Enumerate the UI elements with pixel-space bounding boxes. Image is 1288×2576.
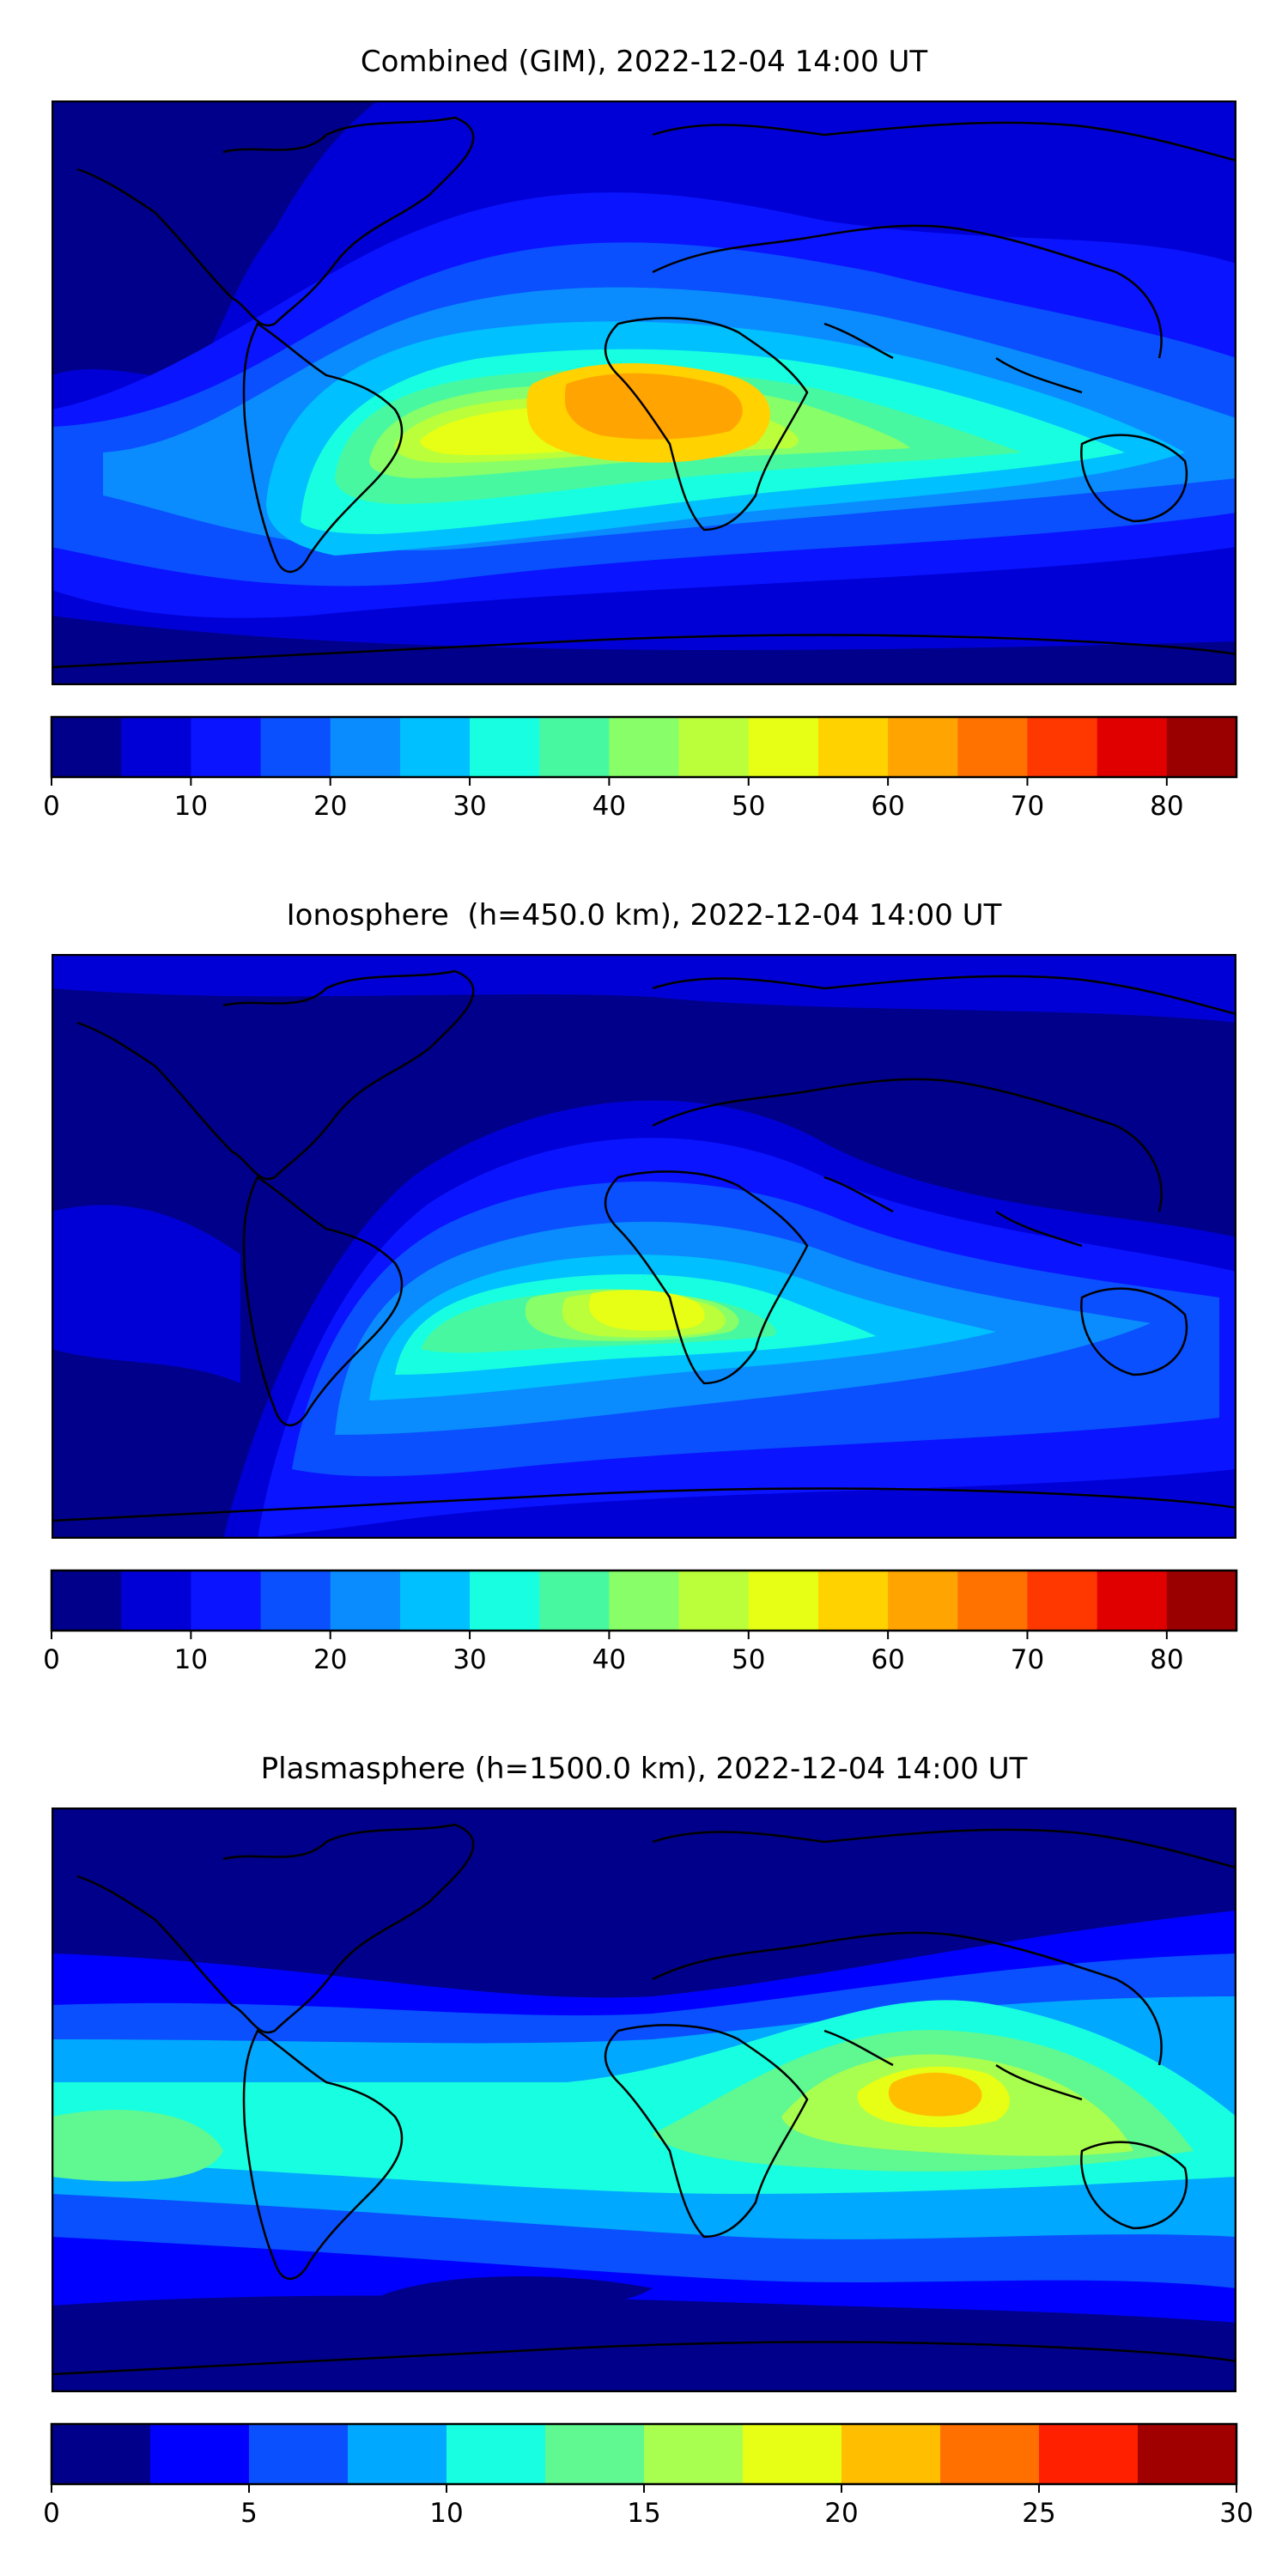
colorbar-tick-label: 20 bbox=[824, 2498, 858, 2529]
contour-level-2.5 bbox=[52, 2295, 1236, 2392]
colorbar-frame bbox=[50, 1569, 1238, 1632]
colorbar-tick-label: 30 bbox=[453, 791, 486, 822]
contour-level-60 bbox=[565, 373, 743, 440]
colorbar-tick-label: 20 bbox=[313, 1644, 347, 1675]
colorbar-segment bbox=[609, 1571, 680, 1631]
colorbar-segment bbox=[539, 717, 611, 777]
colorbar-segment bbox=[957, 1571, 1029, 1631]
colorbar-tick-label: 40 bbox=[592, 791, 626, 822]
colorbar-segment bbox=[888, 1571, 958, 1631]
panel-title: Plasmasphere (h=1500.0 km), 2022-12-04 1… bbox=[260, 1752, 1028, 1786]
colorbar-ionosphere: 0 10 20 30 40 50 60 70 80 bbox=[43, 1569, 1238, 1675]
colorbar-segment bbox=[470, 717, 540, 777]
panel-title: Combined (GIM), 2022-12-04 14:00 UT bbox=[360, 45, 928, 79]
colorbar-tick-label: 40 bbox=[592, 1644, 626, 1675]
colorbar-segment bbox=[249, 2424, 349, 2484]
colorbar-tick-label: 20 bbox=[313, 791, 347, 822]
colorbar-segment bbox=[52, 1571, 122, 1631]
colorbar-segment bbox=[1097, 1571, 1168, 1631]
contour-level-20 bbox=[888, 2072, 982, 2117]
ionosphere-map bbox=[52, 954, 1236, 1539]
map-frame bbox=[52, 954, 1236, 1539]
colorbar-tick-label: 0 bbox=[43, 2498, 60, 2529]
colorbar-tick-label: 30 bbox=[1219, 2498, 1253, 2529]
colorbar-segment bbox=[748, 1571, 819, 1631]
colorbar-segment bbox=[1138, 2424, 1237, 2484]
colorbar-segment bbox=[539, 1571, 611, 1631]
contour-level-2.5 bbox=[378, 2276, 653, 2313]
colorbar-tick-label: 60 bbox=[871, 1644, 904, 1675]
colorbar-segment bbox=[52, 2424, 151, 2484]
colorbar-combined: 0 10 20 30 40 50 60 70 80 bbox=[43, 715, 1238, 822]
colorbar-tick-label: 50 bbox=[732, 1644, 765, 1675]
colorbar-segment bbox=[150, 2424, 250, 2484]
colorbar-segment bbox=[678, 1571, 750, 1631]
colorbar-segment bbox=[888, 717, 958, 777]
colorbar-segment bbox=[52, 717, 122, 777]
colorbar-segment bbox=[260, 717, 331, 777]
combined-gim-map bbox=[52, 100, 1236, 685]
colorbar-segment bbox=[1097, 717, 1168, 777]
coastlines bbox=[52, 1823, 1236, 2376]
colorbar-tick-label: 15 bbox=[627, 2498, 660, 2529]
colorbar-plasmasphere: 0 5 10 15 20 25 30 bbox=[43, 2422, 1254, 2529]
colorbar-segment bbox=[399, 717, 471, 777]
colorbar-segment bbox=[545, 2424, 645, 2484]
colorbar-tick-label: 25 bbox=[1022, 2498, 1055, 2529]
colorbar-segment bbox=[121, 717, 191, 777]
colorbar-segment bbox=[817, 717, 889, 777]
colorbar-segment bbox=[817, 1571, 889, 1631]
colorbar-segment bbox=[330, 1571, 401, 1631]
colorbar-tick-label: 5 bbox=[240, 2498, 258, 2529]
colorbar-tick-label: 70 bbox=[1011, 1644, 1044, 1675]
colorbar-segment bbox=[260, 1571, 331, 1631]
colorbar-segment bbox=[447, 2424, 546, 2484]
colorbar-segment bbox=[678, 717, 750, 777]
coastlines bbox=[52, 116, 1236, 669]
colorbar-tick-label: 10 bbox=[174, 791, 208, 822]
colorbar-segment bbox=[1027, 717, 1098, 777]
colorbar-tick-label: 70 bbox=[1011, 791, 1044, 822]
colorbar-frame bbox=[50, 715, 1238, 779]
colorbar-segment bbox=[743, 2424, 842, 2484]
plasmasphere-map bbox=[52, 1807, 1236, 2392]
contour-level-5 bbox=[52, 100, 378, 378]
colorbar-tick-label: 0 bbox=[43, 1644, 60, 1675]
colorbar-segment bbox=[330, 717, 401, 777]
colorbar-tick-label: 10 bbox=[174, 1644, 208, 1675]
colorbar-segment bbox=[348, 2424, 447, 2484]
map-frame bbox=[52, 100, 1236, 685]
colorbar-segment bbox=[399, 1571, 471, 1631]
colorbar-segment bbox=[470, 1571, 540, 1631]
colorbar-segment bbox=[1027, 1571, 1098, 1631]
colorbar-segment bbox=[957, 717, 1029, 777]
panel-title: Ionosphere (h=450.0 km), 2022-12-04 14:0… bbox=[286, 898, 1002, 933]
colorbar-segment bbox=[644, 2424, 744, 2484]
map-frame bbox=[52, 1807, 1236, 2392]
colorbar-segment bbox=[191, 1571, 262, 1631]
colorbar-tick-label: 0 bbox=[43, 791, 60, 822]
colorbar-tick-label: 60 bbox=[871, 791, 904, 822]
colorbar-segment bbox=[841, 2424, 941, 2484]
colorbar-tick-label: 30 bbox=[453, 1644, 486, 1675]
colorbar-tick-label: 50 bbox=[732, 791, 765, 822]
contour-level-5 bbox=[52, 1205, 240, 1383]
colorbar-segment bbox=[1166, 717, 1237, 777]
colorbar-segment bbox=[940, 2424, 1040, 2484]
colorbar-segment bbox=[609, 717, 680, 777]
contour-level-5 bbox=[52, 616, 1236, 685]
colorbar-segment bbox=[121, 1571, 191, 1631]
contour-level-5 bbox=[52, 954, 1236, 1023]
colorbar-segment bbox=[191, 717, 262, 777]
colorbar-segment bbox=[748, 717, 819, 777]
colorbar-segment bbox=[1166, 1571, 1237, 1631]
contour-level-2.5 bbox=[52, 1807, 1236, 1998]
contour-level-12.5 bbox=[52, 2110, 223, 2182]
colorbar-tick-label: 10 bbox=[429, 2498, 463, 2529]
colorbar-tick-label: 80 bbox=[1150, 791, 1183, 822]
colorbar-segment bbox=[1039, 2424, 1139, 2484]
colorbar-tick-label: 80 bbox=[1150, 1644, 1183, 1675]
coastlines bbox=[52, 969, 1236, 1522]
